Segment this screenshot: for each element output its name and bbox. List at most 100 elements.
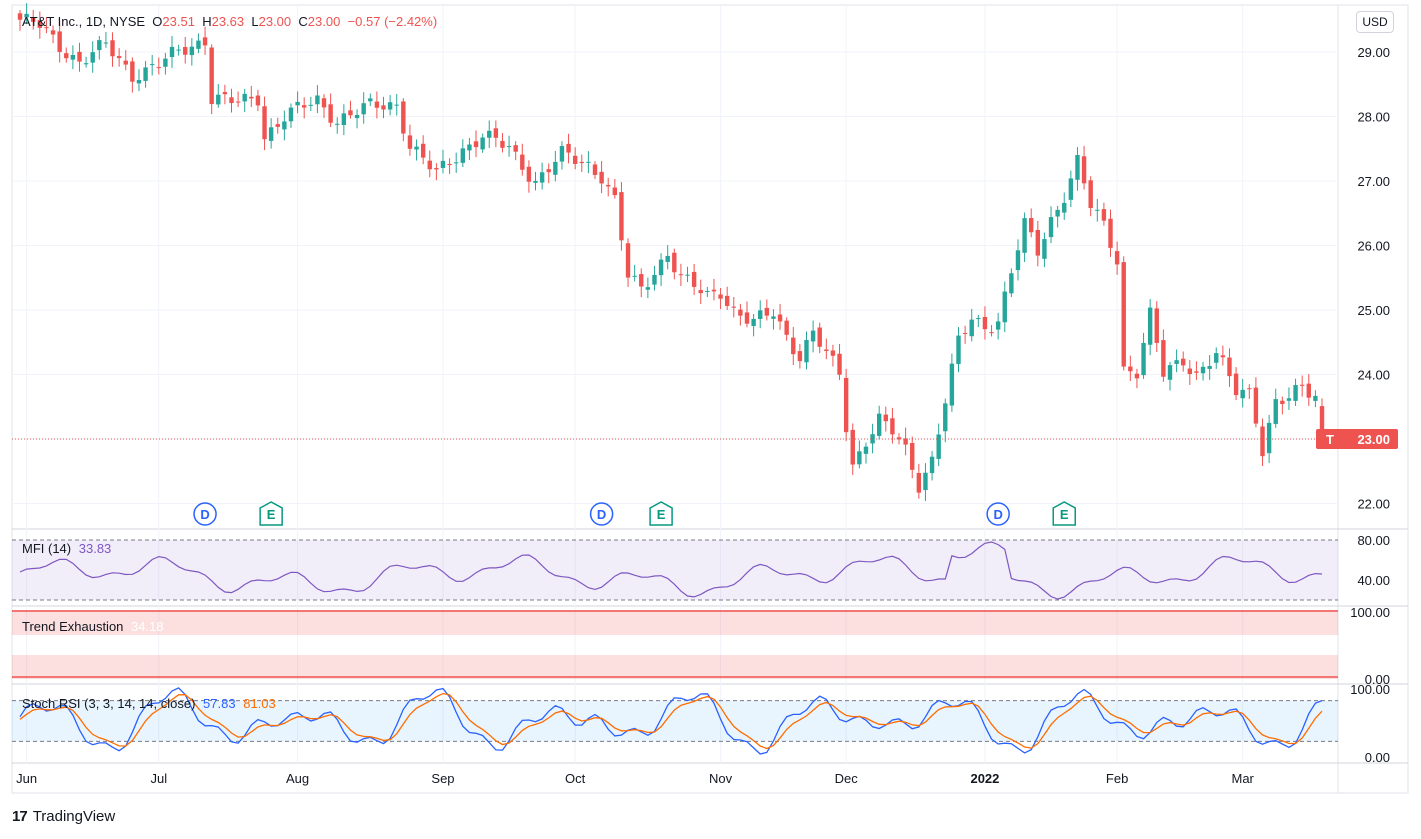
open-value: 23.51 xyxy=(162,14,195,29)
time-axis-tick: Dec xyxy=(835,771,859,786)
candle-body xyxy=(1280,400,1285,404)
candle-body xyxy=(1253,387,1259,424)
candle-body xyxy=(764,307,770,316)
candle-body xyxy=(1015,250,1021,271)
candle-body xyxy=(916,472,922,493)
price-axis-tick: 26.00 xyxy=(1357,239,1390,254)
candle-body xyxy=(480,137,485,150)
dividend-marker-label: D xyxy=(597,507,606,522)
candle-body xyxy=(870,434,875,444)
candle-body xyxy=(506,146,512,148)
candle-body xyxy=(817,327,822,347)
candle-body xyxy=(513,145,518,152)
candle-body xyxy=(526,166,532,182)
mfi-title: MFI (14) xyxy=(22,541,72,556)
close-label: C xyxy=(298,14,308,29)
symbol-title[interactable]: AT&T Inc., 1D, NYSE xyxy=(22,14,146,29)
candle-body xyxy=(619,192,624,241)
candle-body xyxy=(1194,371,1199,373)
candle-body xyxy=(1286,398,1292,401)
dividend-marker xyxy=(589,502,614,526)
candle-body xyxy=(744,312,750,324)
price-axis-tick: 22.00 xyxy=(1357,497,1390,512)
candle-body xyxy=(586,161,591,163)
candle-body xyxy=(698,290,703,294)
candle-body xyxy=(1214,353,1219,363)
brand-name: TradingView xyxy=(32,808,116,825)
candle-body xyxy=(487,130,492,138)
candle-body xyxy=(1114,251,1120,265)
mfi-value: 33.83 xyxy=(78,541,112,556)
candle-body xyxy=(454,162,459,164)
candle-body xyxy=(242,93,247,102)
candle-body xyxy=(229,97,234,104)
candle-body xyxy=(929,456,935,474)
time-axis-tick: Nov xyxy=(709,771,733,786)
tradingview-brand[interactable]: 17 TradingView xyxy=(12,808,115,825)
candle-body xyxy=(183,46,188,55)
candle-body xyxy=(771,316,776,319)
candle-body xyxy=(949,363,955,406)
candle-body xyxy=(599,171,604,184)
indicator-axis-tick: 40.00 xyxy=(1357,573,1390,588)
open-label: O xyxy=(152,14,163,29)
candle-body xyxy=(546,169,551,173)
candle-body xyxy=(837,353,842,375)
candle-body xyxy=(83,63,89,65)
candle-body xyxy=(57,31,62,52)
candle-body xyxy=(196,40,201,49)
last-price-tag xyxy=(1316,429,1398,449)
candle-body xyxy=(520,154,525,170)
candle-body xyxy=(434,168,439,170)
candle-body xyxy=(110,40,115,57)
symbol-header: AT&T Inc., 1D, NYSE O23.51 H23.63 L23.00… xyxy=(22,14,437,29)
low-label: L xyxy=(251,14,259,29)
trend-exhaustion-legend[interactable]: Trend Exhaustion 34.18 xyxy=(22,619,164,634)
candle-body xyxy=(24,13,29,18)
candle-body xyxy=(222,92,228,95)
candle-body xyxy=(467,144,472,151)
candle-body xyxy=(982,316,988,330)
candle-body xyxy=(797,351,803,362)
candle-body xyxy=(1260,426,1265,457)
price-axis-tick: 29.00 xyxy=(1357,45,1390,60)
candle-body xyxy=(883,414,888,422)
candle-body xyxy=(440,160,446,168)
mfi-legend[interactable]: MFI (14) 33.83 xyxy=(22,541,111,556)
candle-body xyxy=(1273,399,1278,424)
candle-body xyxy=(1299,384,1305,386)
candle-body xyxy=(156,67,161,69)
candle-body xyxy=(652,274,657,285)
candle-body xyxy=(189,46,195,56)
currency-button[interactable]: USD xyxy=(1356,11,1394,33)
earnings-marker-label: E xyxy=(657,507,666,522)
candle-body xyxy=(843,377,849,433)
candle-body xyxy=(553,161,558,175)
earnings-marker-label: E xyxy=(267,507,276,522)
candle-body xyxy=(738,309,743,316)
candle-body xyxy=(1207,365,1212,369)
time-axis-tick: Jun xyxy=(16,771,37,786)
candle-body xyxy=(969,319,974,337)
candle-body xyxy=(639,274,644,287)
stoch-rsi-legend[interactable]: Stoch RSI (3, 3, 14, 14, close) 57.83 81… xyxy=(22,696,276,711)
candle-body xyxy=(209,47,214,105)
candle-body xyxy=(903,438,908,445)
candle-body xyxy=(143,67,148,81)
candle-body xyxy=(718,294,723,299)
candle-body xyxy=(1200,366,1206,374)
indicator-axis-tick: 100.00 xyxy=(1350,682,1390,697)
candle-body xyxy=(1220,355,1226,358)
candle-body xyxy=(1121,262,1126,367)
candle-body xyxy=(863,446,869,454)
candle-body xyxy=(37,19,43,28)
candle-body xyxy=(64,53,69,59)
candle-body xyxy=(1002,291,1007,323)
candle-body xyxy=(328,104,333,123)
candle-body xyxy=(255,95,261,106)
candle-body xyxy=(262,106,267,140)
candle-body xyxy=(460,148,466,163)
candle-body xyxy=(149,64,155,66)
